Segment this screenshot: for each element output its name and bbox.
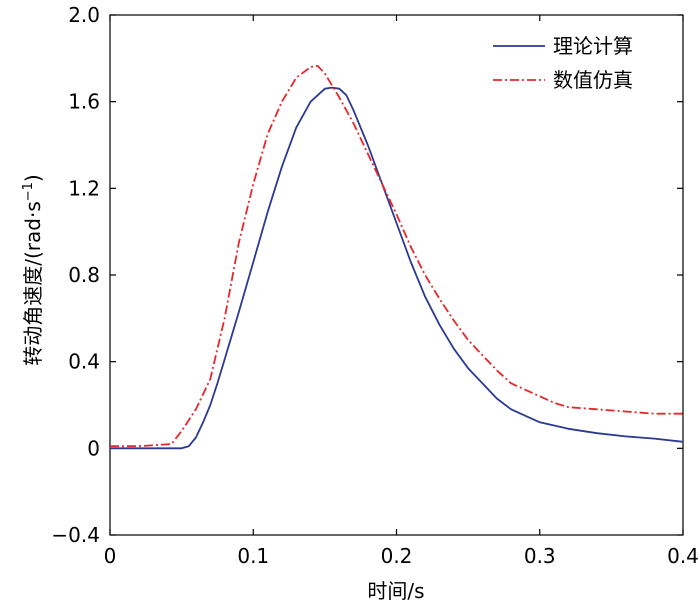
x-tick-label: 0.2	[381, 544, 413, 568]
y-tick-label: 1.6	[68, 90, 100, 114]
axis-ticks: 0 0.1 0.2 0.3 0.4−0.400.40.81.21.62.0	[51, 3, 698, 568]
x-tick-label: 0.1	[237, 544, 269, 568]
y-axis-title-end: )	[21, 174, 45, 182]
series-line-theory	[110, 86, 684, 450]
series-line-simulation	[110, 65, 683, 448]
x-tick-label: 0	[104, 544, 117, 568]
y-tick-label: 0.4	[68, 350, 100, 374]
y-tick-label: 1.2	[68, 176, 100, 200]
y-tick-label: 2.0	[68, 3, 100, 27]
y-tick-label: −0.4	[51, 523, 100, 547]
legend-label-theory: 理论计算	[553, 34, 633, 58]
y-axis-title-main: 转动角速度/(rad·s	[21, 201, 45, 366]
legend: 理论计算 数值仿真	[493, 34, 633, 92]
x-tick-label: 0.4	[667, 544, 699, 568]
y-tick-label: 0	[87, 436, 100, 460]
plot-frame	[109, 14, 684, 536]
x-axis-title: 时间/s	[367, 579, 424, 603]
y-axis-title-superscript: −1	[21, 182, 36, 201]
y-axis-title: 转动角速度/(rad·s−1)	[21, 174, 45, 365]
series-layer	[110, 65, 684, 450]
x-tick-label: 0.3	[524, 544, 556, 568]
y-tick-label: 0.8	[68, 263, 100, 287]
legend-label-simulation: 数值仿真	[553, 68, 633, 92]
